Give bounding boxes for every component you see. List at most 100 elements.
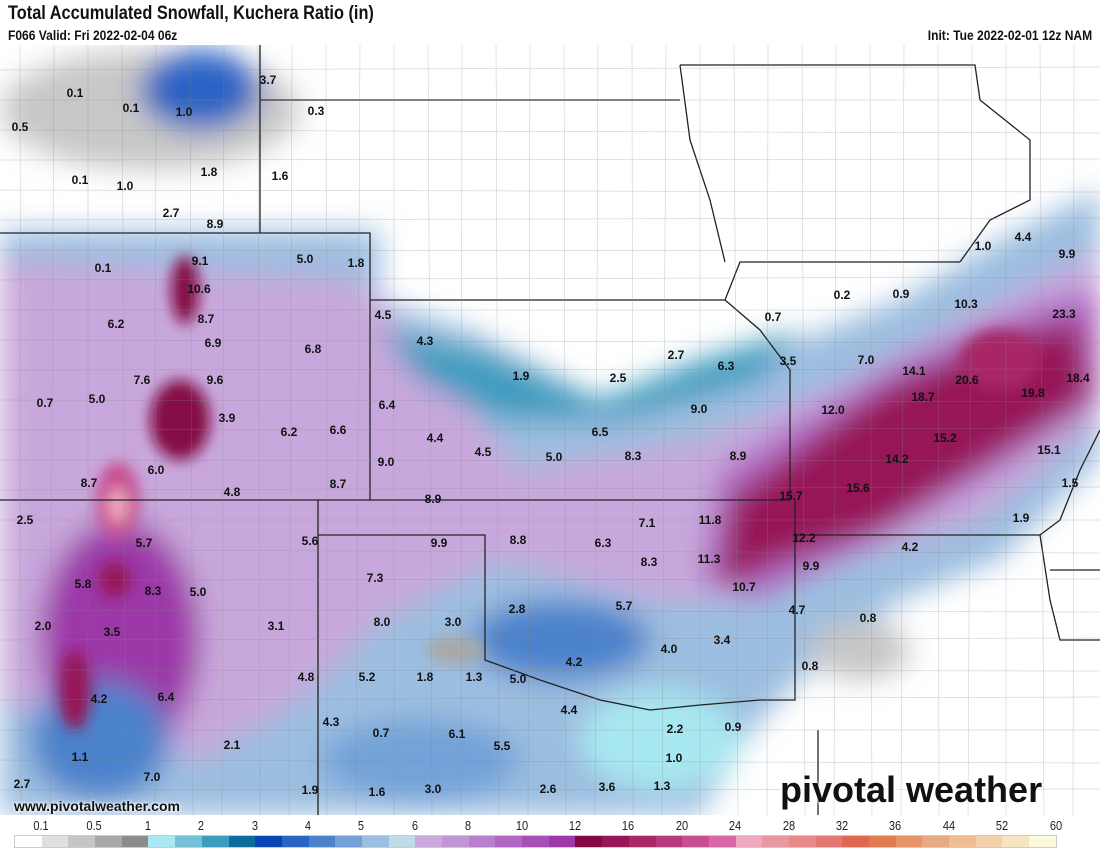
county-line <box>0 609 1100 613</box>
colorbar-tick: 44 <box>942 818 955 833</box>
colorbar-tick: 0.5 <box>86 818 103 833</box>
county-line <box>0 637 1100 641</box>
snowfall-value-label: 4.2 <box>91 692 108 706</box>
colorbar-swatch <box>388 836 416 847</box>
snowfall-value-label: 6.8 <box>305 342 322 356</box>
colorbar-swatch <box>522 836 549 847</box>
snowfall-value-label: 6.9 <box>205 336 222 350</box>
snowfall-value-label: 4.5 <box>475 445 492 459</box>
colorbar-swatch <box>655 836 683 847</box>
snowfall-value-label: 9.9 <box>1059 247 1076 261</box>
pivotal-weather-logo: pivotal weather <box>780 769 1043 810</box>
snowfall-value-label: 5.0 <box>89 392 106 406</box>
county-line <box>0 669 1100 672</box>
county-line <box>661 45 667 815</box>
snowfall-value-label: 5.7 <box>616 599 633 613</box>
snowfall-value-label: 8.9 <box>730 449 747 463</box>
colorbar-swatch <box>335 836 362 847</box>
snowfall-value-label: 1.0 <box>117 179 134 193</box>
county-line <box>631 45 634 815</box>
snowfall-value-label: 1.3 <box>466 670 483 684</box>
snowfall-value-label: 11.8 <box>699 513 722 527</box>
snowfall-value-label: 2.5 <box>610 371 627 385</box>
county-line <box>0 486 1100 491</box>
county-line <box>0 217 1100 221</box>
snowfall-value-label: 5.0 <box>297 252 314 266</box>
county-line <box>0 549 1100 554</box>
county-borders <box>0 45 1100 815</box>
colorbar-tick: 60 <box>1049 818 1062 833</box>
snowfall-value-label: 3.6 <box>599 780 616 794</box>
snowfall-value-label: 2.0 <box>35 619 52 633</box>
county-line <box>355 45 361 815</box>
snowfall-value-label: 1.0 <box>666 751 683 765</box>
snowfall-value-label: 15.1 <box>1037 443 1061 457</box>
snowfall-value-label: 5.5 <box>494 739 511 753</box>
colorbar-swatch <box>762 836 789 847</box>
snowfall-value-label: 2.6 <box>540 782 557 796</box>
county-line <box>0 427 1100 431</box>
colorbar-swatch <box>41 836 69 847</box>
snowfall-value-label: 5.2 <box>359 670 376 684</box>
snowfall-value-label: 12.2 <box>792 531 816 545</box>
snowfall-value-label: 0.1 <box>123 101 140 115</box>
snowfall-value-label: 2.5 <box>17 513 34 527</box>
snowfall-value-label: 7.6 <box>134 373 151 387</box>
county-line <box>833 45 837 815</box>
snowfall-value-label: 3.0 <box>425 782 442 796</box>
colorbar-tick: 10 <box>515 818 528 833</box>
snowfall-value-label: 0.7 <box>373 726 390 740</box>
snowfall-value-label: 10.6 <box>187 282 211 296</box>
snowfall-value-label: 0.9 <box>893 287 910 301</box>
snowfall-value-label: 0.3 <box>308 104 325 118</box>
colorbar-swatch <box>308 836 336 847</box>
county-line <box>0 788 1100 791</box>
snowfall-value-label: 0.8 <box>802 659 819 673</box>
colorbar-tick: 24 <box>729 818 742 833</box>
snowfall-map: 0.1 0.1 1.0 3.7 0.3 0.5 1.8 1.6 0.1 1.0 2.7 8.9 5.0 1… <box>0 45 1100 815</box>
county-line <box>900 45 905 815</box>
snowfall-value-label: 15.6 <box>846 481 870 495</box>
snowfall-value-label: 0.9 <box>725 720 742 734</box>
colorbar-tick: 12 <box>568 818 582 833</box>
snowfall-value-label: 3.5 <box>780 354 797 368</box>
website-watermark: www.pivotalweather.com <box>14 798 180 814</box>
snowfall-value-label: 5.0 <box>510 672 527 686</box>
snowfall-value-label: 8.3 <box>625 449 642 463</box>
snowfall-value-label: 14.1 <box>902 364 926 378</box>
colorbar-swatch <box>1002 836 1030 847</box>
snowfall-value-label: 4.3 <box>417 334 434 348</box>
snowfall-value-label: 8.9 <box>207 217 224 231</box>
county-line <box>189 45 194 815</box>
colorbar-tick: 16 <box>622 818 635 833</box>
county-line <box>801 45 806 815</box>
colorbar-swatch <box>95 836 122 847</box>
county-line <box>121 45 127 815</box>
colorbar-swatch <box>121 836 149 847</box>
colorbar-swatch <box>842 836 869 847</box>
snowfall-value-label: 3.7 <box>260 73 277 87</box>
snowfall-value-label: 9.9 <box>803 559 820 573</box>
colorbar-tick: 0.1 <box>33 818 49 833</box>
snowfall-value-label: 1.0 <box>975 239 992 253</box>
snowfall-value-label: 18.4 <box>1066 371 1090 385</box>
county-line <box>460 45 463 815</box>
snowfall-value-label: 2.7 <box>163 206 180 220</box>
snowfall-value-label: 0.2 <box>834 288 851 302</box>
snowfall-value-label: 1.9 <box>513 369 530 383</box>
snowfall-value-label: 1.8 <box>348 256 365 270</box>
colorbar-tick: 5 <box>358 818 365 833</box>
snowfall-value-label: 5.7 <box>136 536 153 550</box>
snowfall-value-label: 3.0 <box>445 615 462 629</box>
county-line <box>0 339 1100 344</box>
snowfall-value-label: 18.7 <box>911 390 935 404</box>
snowfall-value-label: 23.3 <box>1052 307 1076 321</box>
colorbar-tick: 8 <box>465 818 472 833</box>
county-line <box>257 45 261 815</box>
colorbar-swatch <box>201 836 229 847</box>
colorbar-swatch <box>415 836 442 847</box>
county-line <box>0 368 1100 371</box>
snowfall-value-label: 0.1 <box>72 173 89 187</box>
snowfall-value-label: 4.8 <box>298 670 315 684</box>
snowfall-value-label: 2.7 <box>668 348 685 362</box>
